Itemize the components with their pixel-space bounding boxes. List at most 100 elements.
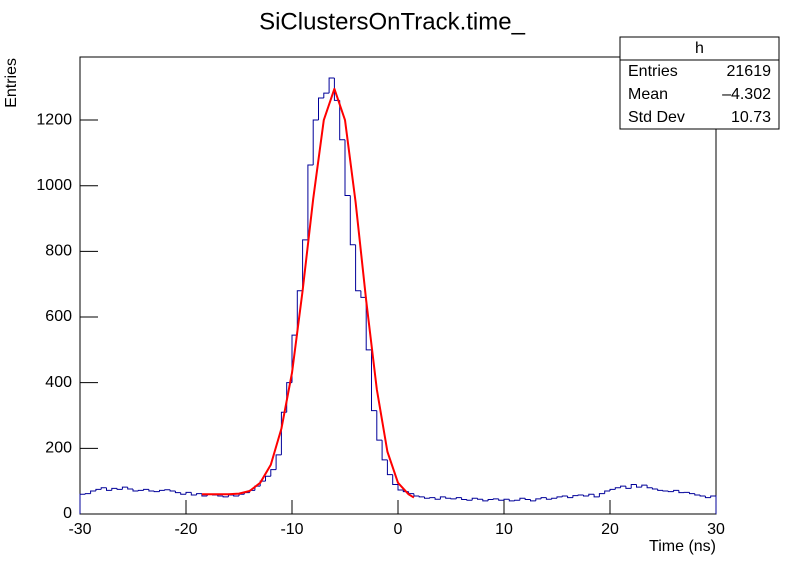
x-tick-label: 20: [601, 521, 619, 538]
histogram-bin: [222, 495, 229, 498]
histogram-bin: [604, 490, 610, 494]
stats-label: Entries: [628, 63, 678, 80]
histogram-bin: [657, 489, 663, 491]
histogram-bin: [620, 485, 626, 488]
histogram-bin: [519, 497, 526, 501]
histogram-bin: [646, 485, 653, 489]
histogram-bin: [439, 496, 446, 500]
histogram-bin: [196, 493, 202, 495]
histogram-bin: [508, 499, 515, 502]
histogram-bin: [349, 195, 356, 246]
histogram-bin: [111, 487, 118, 491]
histogram-bin: [450, 498, 457, 500]
histogram-bin: [678, 490, 685, 494]
y-tick-label: 200: [45, 440, 72, 457]
histogram-bin: [524, 498, 531, 501]
y-axis-label: Entries: [3, 58, 20, 108]
chart-title: SiClustersOnTrack.time_: [259, 8, 525, 35]
x-tick-label: 10: [495, 521, 513, 538]
histogram-bin: [556, 496, 563, 499]
histogram-bin: [588, 493, 595, 496]
histogram-bin: [593, 494, 600, 498]
x-tick-label: -10: [280, 521, 303, 538]
histogram-bin: [530, 499, 536, 502]
histogram-bin: [169, 489, 176, 492]
histogram-bin: [100, 487, 107, 490]
stats-label: Mean: [628, 86, 668, 103]
histogram-bin: [127, 487, 133, 490]
histogram-bin: [461, 497, 467, 501]
histogram-bin: [307, 164, 314, 240]
histogram-bin: [673, 489, 679, 492]
histogram-bin: [381, 440, 388, 461]
histogram-bin: [164, 489, 171, 491]
histogram-bin: [106, 487, 112, 491]
histogram-bin: [148, 489, 155, 492]
histogram-bin: [545, 497, 552, 500]
histogram-bin: [630, 483, 637, 489]
histogram-bin: [429, 497, 436, 499]
histogram-bin: [302, 239, 308, 291]
histogram-bin: [662, 490, 669, 492]
histogram-bin: [132, 489, 139, 492]
histogram-bin: [694, 493, 701, 496]
histogram-bin: [376, 410, 383, 441]
histogram-bin: [583, 494, 589, 497]
histogram-bin: [365, 297, 372, 351]
histogram-bin: [95, 488, 102, 492]
y-tick-label: 1200: [36, 111, 72, 128]
histogram-bin: [477, 498, 483, 500]
histogram-bin: [355, 244, 361, 292]
histogram-bin: [540, 497, 547, 499]
histogram-bin: [567, 495, 573, 499]
histogram-bin: [233, 494, 239, 497]
histogram-bin: [572, 495, 579, 498]
stats-value: 10.73: [731, 109, 771, 126]
histogram-bin: [413, 493, 420, 497]
histogram-bin: [79, 493, 86, 514]
histogram-bin: [503, 498, 510, 501]
histogram-bin: [471, 497, 478, 501]
histogram-bin: [159, 489, 165, 492]
histogram-bin: [699, 494, 706, 497]
histogram-bin: [360, 290, 367, 298]
histogram-bin: [614, 487, 621, 490]
histogram-bin: [328, 77, 335, 94]
histogram-bin: [625, 486, 632, 489]
histogram-bin: [535, 498, 542, 501]
histogram-bin: [424, 496, 430, 499]
histogram-bin: [153, 491, 160, 493]
histogram-bin: [275, 454, 282, 470]
histogram-bin: [265, 475, 271, 482]
histogram-bin: [710, 495, 717, 514]
histogram-bin: [577, 494, 584, 496]
histogram-bin: [190, 492, 197, 496]
histogram-bin: [598, 493, 605, 497]
histogram-bin: [689, 492, 695, 495]
histogram-bin: [90, 490, 96, 494]
stats-value: –4.302: [722, 86, 771, 103]
histogram-bin: [445, 496, 451, 499]
histogram-bin: [116, 488, 123, 490]
histogram-bin: [121, 486, 128, 490]
y-tick-label: 800: [45, 243, 72, 260]
histogram-bin: [609, 488, 616, 492]
histogram-bin: [651, 487, 658, 490]
histogram-bin: [397, 484, 404, 491]
histogram-bin: [487, 499, 494, 501]
x-tick-label: -20: [174, 521, 197, 538]
histogram-bin: [180, 492, 186, 495]
histogram-bin: [418, 495, 425, 498]
histogram-bin: [185, 491, 192, 495]
x-axis-label: Time (ns): [649, 538, 716, 555]
y-tick-label: 600: [45, 308, 72, 325]
stats-value: 21619: [727, 63, 772, 80]
histogram-bin: [704, 495, 711, 499]
histogram-bin: [339, 100, 345, 141]
histogram-bin: [323, 92, 330, 99]
histogram-bin: [392, 474, 398, 485]
y-tick-label: 0: [63, 505, 72, 522]
histogram-bin: [386, 459, 393, 476]
